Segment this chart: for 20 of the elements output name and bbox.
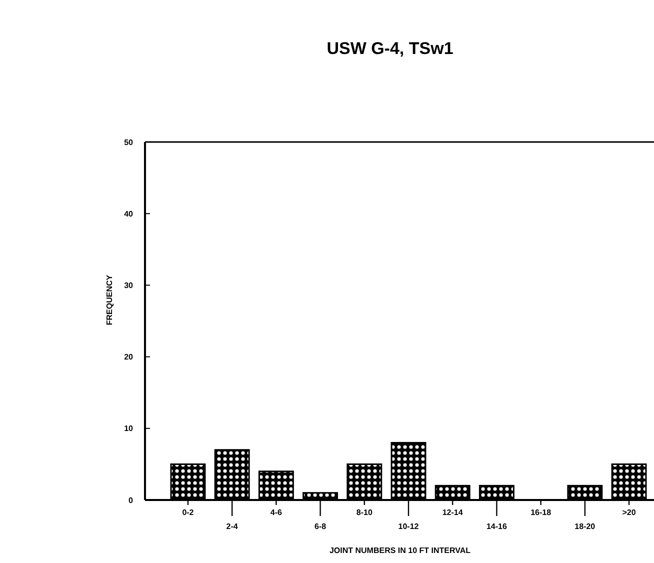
x-tick-label: 8-10	[356, 508, 373, 517]
x-tick-label: 12-14	[442, 508, 464, 517]
chart-title: USW G-4, TSw1	[326, 39, 454, 58]
y-tick-label: 40	[124, 209, 134, 218]
x-tick-label: 2-4	[226, 522, 238, 531]
x-axis-title: JOINT NUMBERS IN 10 FT INTERVAL	[329, 546, 471, 555]
y-tick-label: 30	[124, 281, 134, 290]
y-tick-label: 50	[124, 138, 134, 147]
y-tick-label: 10	[124, 424, 134, 434]
x-tick-label: 16-18	[530, 508, 552, 517]
x-tick-label: 4-6	[270, 508, 283, 517]
y-tick-label: 0	[128, 496, 134, 505]
x-tick-label: >20	[622, 508, 636, 517]
x-tick-label: 6-8	[314, 522, 327, 531]
y-tick-label: 20	[124, 352, 134, 362]
y-axis-title: FREQUENCY	[105, 274, 114, 326]
x-tick-label: 18-20	[574, 522, 596, 531]
x-tick-label: 14-16	[486, 522, 508, 531]
x-tick-label: 0-2	[182, 508, 194, 517]
x-tick-label: 10-12	[398, 522, 420, 531]
